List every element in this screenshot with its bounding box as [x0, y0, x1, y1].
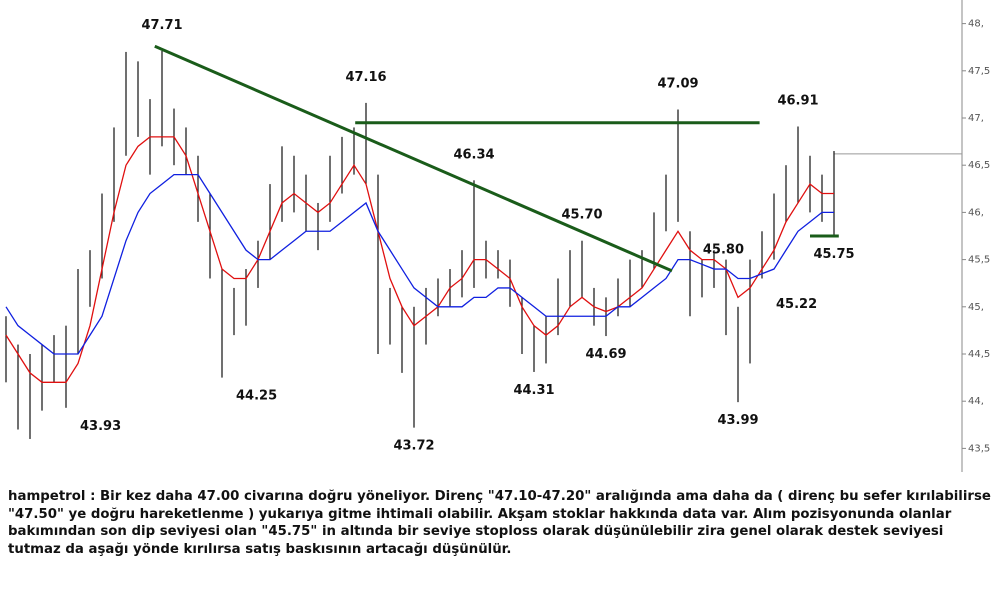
- y-tick-label: 46,: [968, 207, 984, 218]
- price-annotation: 43.99: [717, 413, 758, 428]
- price-annotation: 44.25: [236, 389, 277, 404]
- y-tick-label: 44,: [968, 396, 984, 407]
- price-annotation: 45.70: [561, 208, 602, 223]
- y-tick-label: 47,: [968, 113, 984, 124]
- y-tick-label: 47,5: [968, 66, 990, 77]
- price-annotation: 47.71: [141, 18, 182, 33]
- chart: 43,5 44, 44,5 45, 45,5 46, 46,5 47, 47,5 48, 47.71…: [5, 0, 990, 472]
- y-tick-label: 46,5: [968, 160, 990, 171]
- y-tick-label: 48,: [968, 19, 984, 30]
- moving-average: [5, 136, 834, 383]
- price-annotation: 45.22: [776, 297, 817, 312]
- y-tick-label: 44,5: [968, 349, 990, 360]
- y-tick-label: 45,5: [968, 255, 990, 266]
- commentary: hampetrol : Bir kez daha 47.00 civarına …: [8, 489, 991, 557]
- y-tick-label: 45,: [968, 302, 984, 313]
- price-annotation: 47.16: [345, 70, 386, 85]
- moving-average: [5, 173, 834, 355]
- y-tick-label: 43,5: [968, 443, 990, 454]
- price-annotation: 47.09: [657, 77, 698, 92]
- price-annotation: 44.31: [513, 383, 554, 398]
- price-annotation: 46.91: [777, 93, 818, 108]
- price-annotation: 46.34: [453, 147, 494, 162]
- price-annotation: 43.72: [393, 439, 434, 454]
- price-annotation: 43.93: [80, 419, 121, 434]
- trend-line: [154, 44, 673, 273]
- price-annotation: 45.75: [813, 247, 854, 262]
- price-annotation: 44.69: [585, 347, 626, 362]
- price-annotation: 45.80: [703, 242, 744, 257]
